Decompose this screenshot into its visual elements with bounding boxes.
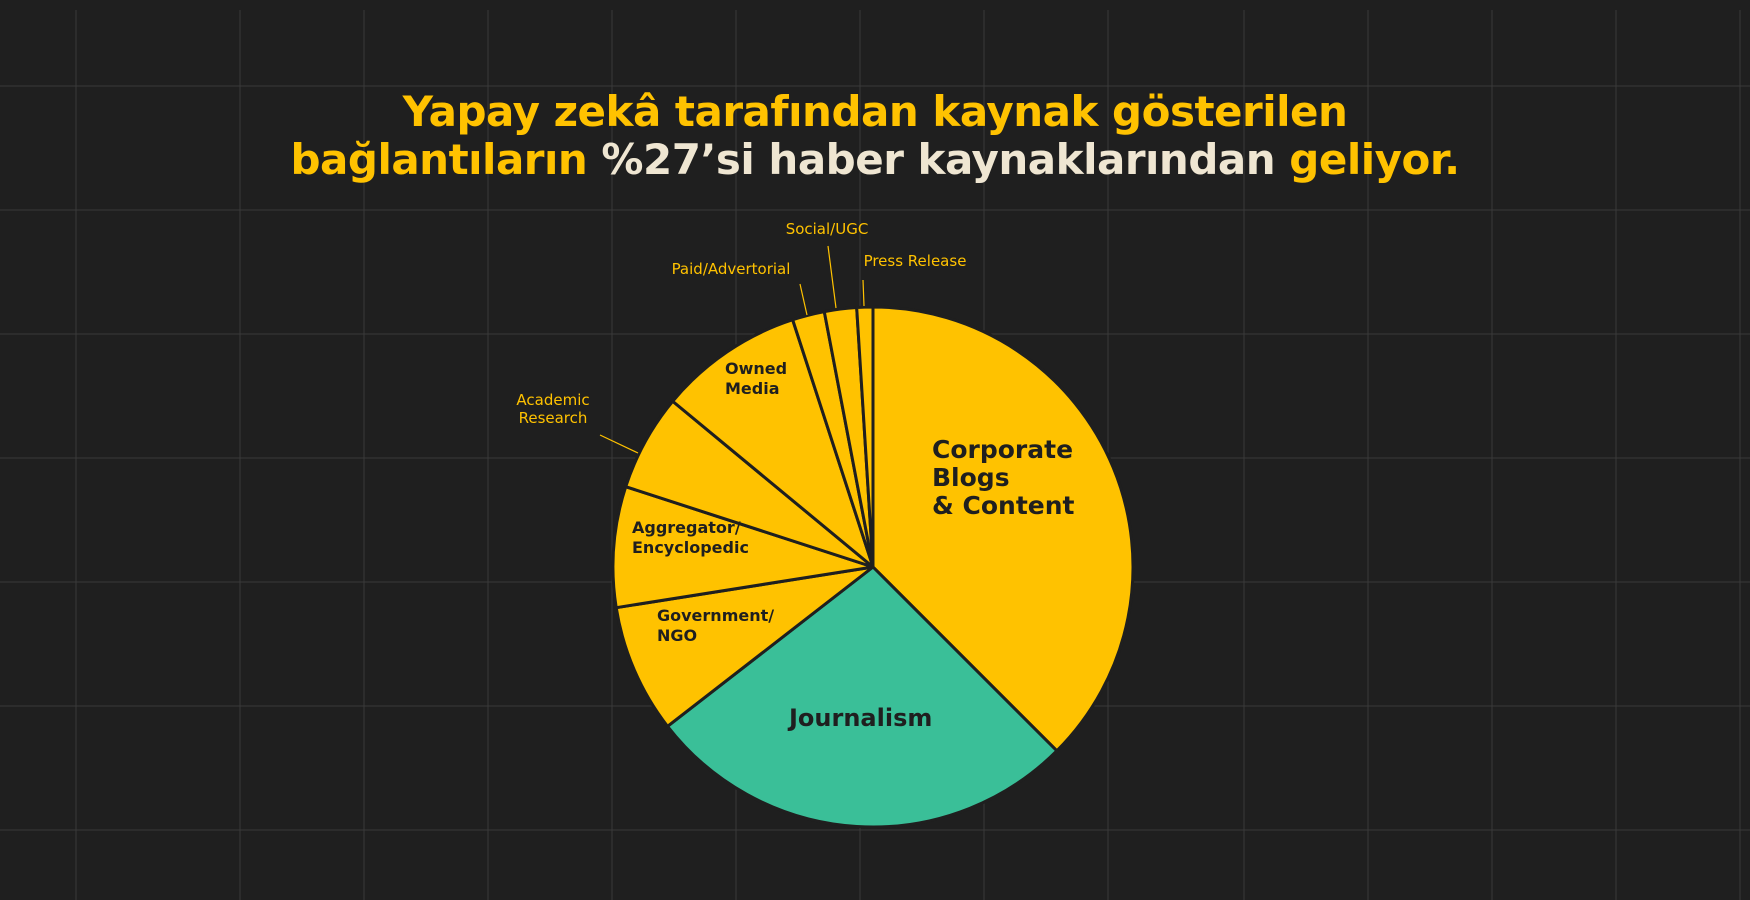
pie-labels: Corporate Blogs & Content Journalism Governm… — [516, 220, 1074, 732]
title-line-2: bağlantıların %27’si haber kaynaklarında… — [0, 136, 1750, 184]
title-line-1: Yapay zekâ tarafından kaynak gösterilen — [402, 87, 1348, 136]
pie-slice-journalism — [666, 565, 1059, 829]
pie-slice-corporate-blogs-content — [871, 305, 1135, 753]
pie-slice-government-ngo — [614, 565, 875, 728]
slice-label-corporate-blogs-content: Corporate Blogs & Content — [932, 435, 1075, 520]
slice-label-aggregator-encyclopedic: Aggregator/Encyclopedic — [632, 518, 749, 557]
leader-line-press-release — [862, 279, 865, 307]
slice-label-owned-media: Owned Media — [725, 359, 787, 398]
leader-line-paid-advertorial — [799, 283, 808, 316]
title-line-2-part-3: geliyor. — [1289, 135, 1460, 184]
slice-label-paid-advertorial: Paid/Advertorial — [672, 260, 791, 278]
slice-label-social-ugc: Social/UGC — [786, 220, 869, 238]
pie-slice-aggregator-encyclopedic — [611, 485, 875, 610]
slice-label-academic-research: Academic Research — [516, 391, 589, 427]
pie-slices — [611, 305, 1135, 829]
leader-line-academic-research — [599, 434, 639, 454]
leader-line-social-ugc — [827, 245, 837, 309]
slice-label-journalism: Journalism — [787, 704, 932, 732]
label-leaders — [599, 245, 865, 454]
title-line-2-part-1: bağlantıların — [290, 135, 602, 184]
slice-label-press-release: Press Release — [864, 252, 967, 270]
pie-slice-owned-media — [671, 318, 875, 569]
slice-label-government-ngo: Government/NGO — [657, 606, 774, 645]
chart-title: Yapay zekâ tarafından kaynak gösterilen … — [0, 88, 1750, 184]
pie-slice-press-release — [855, 305, 875, 569]
title-line-2-part-2: %27’si haber kaynaklarından — [601, 135, 1290, 184]
